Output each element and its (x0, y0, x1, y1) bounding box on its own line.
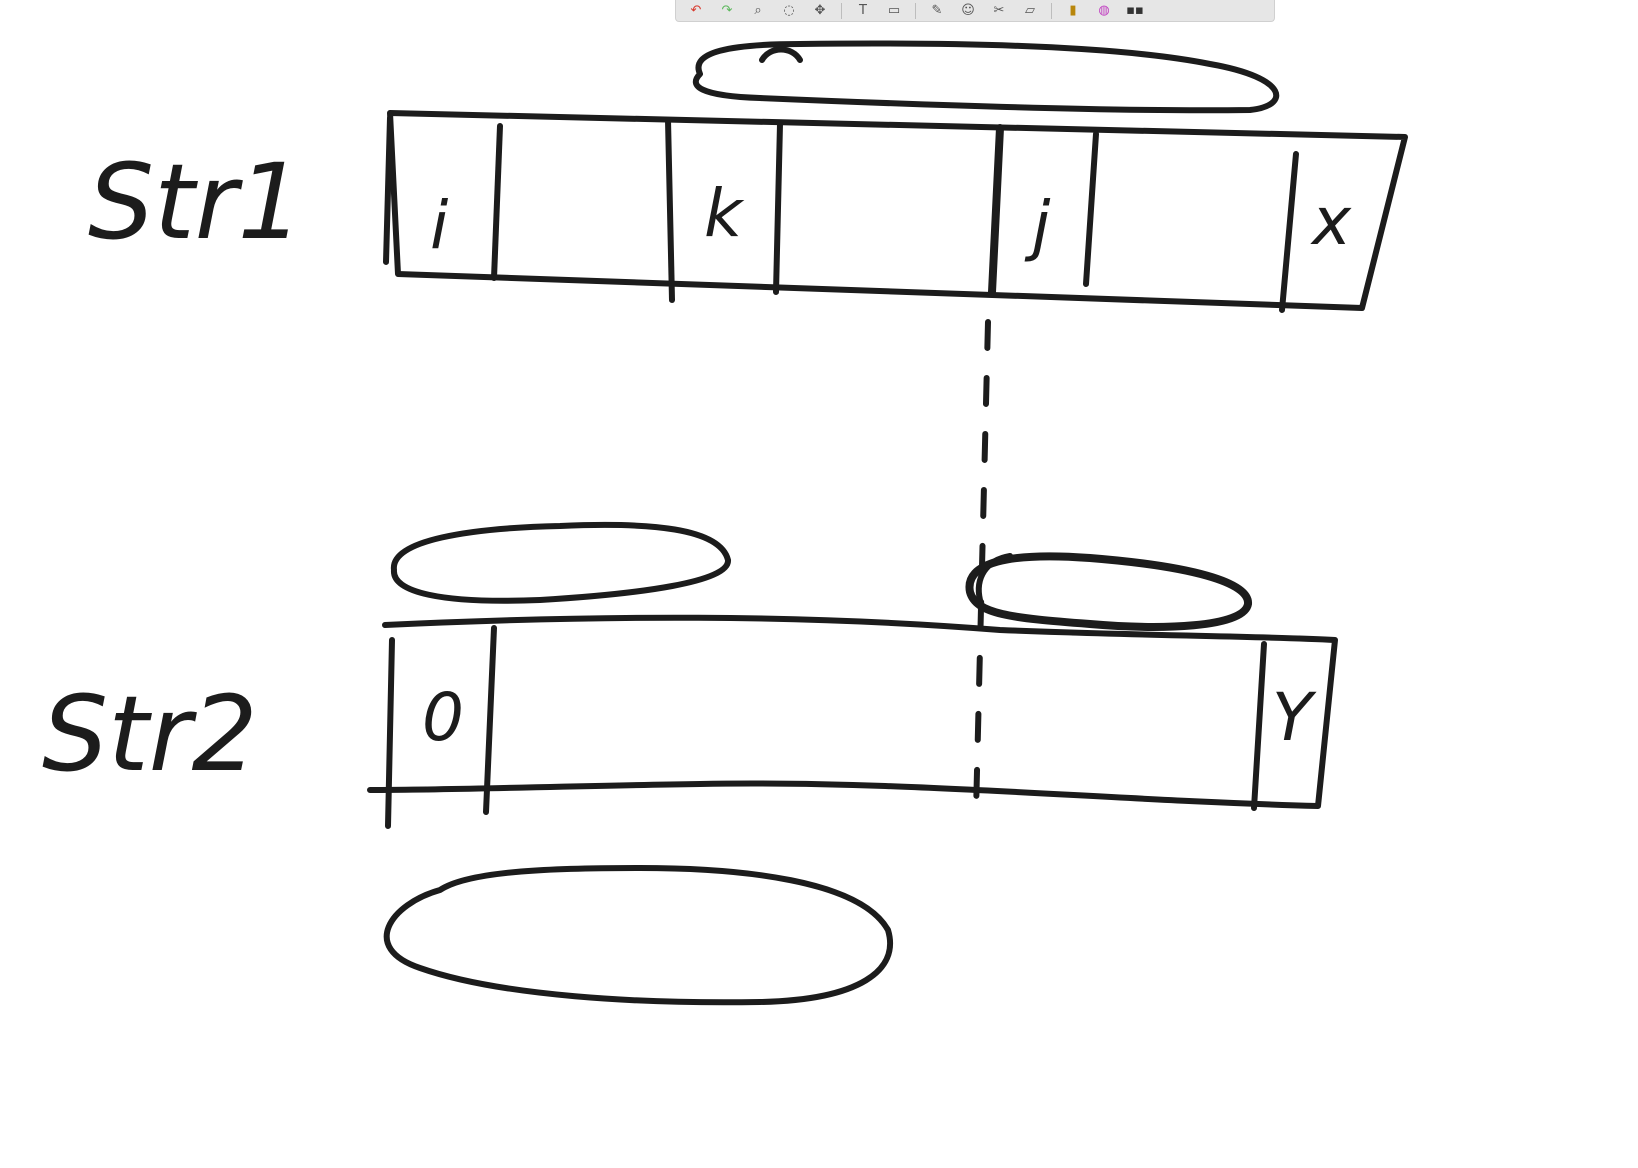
redo-icon[interactable]: ↷ (721, 2, 733, 18)
row1-box-outline (387, 110, 1408, 311)
row1-divider (1279, 151, 1299, 313)
row2-divider (483, 625, 497, 815)
zoom-icon[interactable]: ⌕ (754, 2, 762, 18)
row1-divider (1083, 131, 1099, 287)
stamps-icon[interactable]: ▪▪ (1126, 2, 1144, 18)
row1-label: Str1 (88, 141, 304, 263)
row1-oval-tick (759, 46, 803, 63)
row2-box-outline (367, 614, 1338, 809)
row2-right-oval (965, 552, 1252, 631)
pen-icon[interactable]: ✎ (931, 2, 943, 18)
row2-cell-y: Y (1272, 679, 1317, 756)
row2-divider (1251, 641, 1267, 811)
undo-icon[interactable]: ↶ (690, 2, 702, 18)
row1-range-oval (692, 40, 1280, 114)
row1-cell-x: x (1310, 183, 1352, 260)
eraser-icon[interactable]: ▱ (1025, 2, 1035, 18)
toolbar-separator (841, 2, 842, 19)
row1-divider (491, 123, 503, 281)
row2-left-oval (390, 521, 731, 604)
row2-right-oval-tail (975, 553, 1013, 603)
row2-divider (385, 637, 395, 829)
emoji-icon[interactable]: ☺ (961, 2, 975, 18)
move-icon[interactable]: ✥ (814, 2, 826, 18)
row1-cell-j: j (1024, 187, 1051, 264)
row1-divider (383, 115, 393, 265)
highlighter-icon[interactable]: ▮ (1069, 2, 1077, 18)
row2-label: Str2 (42, 673, 258, 795)
row1-divider (988, 124, 1004, 296)
row2-cell-0: 0 (422, 679, 464, 756)
row1-cell-i: i (430, 187, 449, 264)
row1-divider (773, 121, 783, 295)
scissors-icon[interactable]: ✂ (993, 2, 1005, 18)
color-wheel-icon[interactable]: ◍ (1098, 2, 1110, 18)
toolbar-separator (1051, 2, 1052, 19)
drawing-toolbar: ↶ ↷ ⌕ ◌ ✥ T ▭ ✎ ☺ ✂ ▱ ▮ ◍ ▪▪ (675, 0, 1275, 22)
text-tool-icon[interactable]: T (859, 2, 867, 18)
row1-divider (665, 117, 675, 303)
toolbar-separator (915, 2, 916, 19)
lasso-icon[interactable]: ◌ (783, 2, 795, 18)
row2-bottom-oval (383, 865, 893, 1006)
shape-icon[interactable]: ▭ (887, 2, 901, 18)
row1-cell-k: k (704, 175, 745, 252)
